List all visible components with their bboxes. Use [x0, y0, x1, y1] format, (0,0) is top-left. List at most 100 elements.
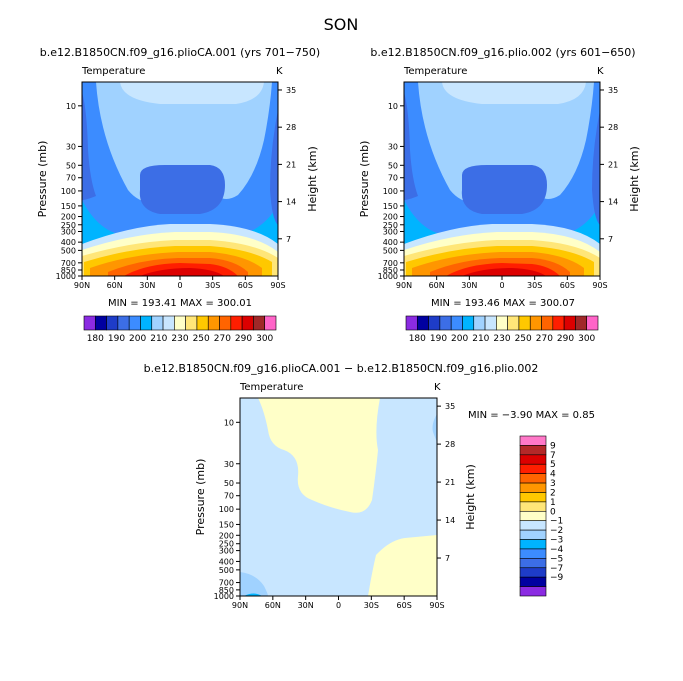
- pressure-tick-label: 1000: [378, 272, 398, 281]
- colorbar-swatch: [519, 558, 547, 569]
- pressure-tick-label: 50: [66, 161, 76, 170]
- colorbar-swatch: [450, 315, 463, 331]
- panel-1-colorbar: 180 190 200 210 230 250 270 290 300: [83, 315, 277, 344]
- pressure-tick-label: 500: [219, 566, 234, 575]
- colorbar-label: −9: [550, 573, 564, 583]
- pressure-tick-label: 250: [219, 540, 234, 549]
- pressure-tick-label: 100: [219, 505, 234, 514]
- pressure-tick-label: 200: [383, 213, 398, 222]
- colorbar-swatch: [519, 454, 547, 465]
- colorbar-swatch: [519, 435, 547, 446]
- height-tick-label: 35: [286, 86, 296, 95]
- colorbar-label: 0: [550, 507, 556, 517]
- colorbar-swatch: [94, 315, 107, 331]
- panel-3-right-label: K: [434, 382, 441, 393]
- colorbar-label: 290: [557, 334, 574, 344]
- pressure-tick-label: 300: [383, 228, 398, 237]
- colorbar-swatch: [151, 315, 164, 331]
- colorbar-label: −5: [550, 554, 563, 564]
- pressure-tick-label: 10: [66, 102, 76, 111]
- colorbar-swatch: [519, 473, 547, 484]
- panel-1: b.e12.B1850CN.f09_g16.plioCA.001 (yrs 70…: [36, 46, 320, 344]
- panel-3-stats: MIN = −3.90 MAX = 0.85: [468, 410, 595, 421]
- pressure-tick-label: 150: [219, 520, 234, 529]
- x-tick-label: 0: [499, 281, 504, 290]
- x-tick-label: 0: [336, 601, 341, 610]
- colorbar-label: 300: [256, 334, 273, 344]
- colorbar-label: 270: [536, 334, 553, 344]
- colorbar-swatch: [496, 315, 508, 331]
- height-tick-label: 21: [286, 160, 296, 169]
- pressure-tick-label: 700: [219, 579, 234, 588]
- colorbar-swatch: [462, 315, 475, 331]
- colorbar-label: 250: [193, 334, 210, 344]
- pressure-tick-label: 70: [388, 174, 398, 183]
- panel-2-ylabel: Pressure (mb): [358, 141, 371, 218]
- x-tick-label: 60N: [429, 281, 445, 290]
- pressure-tick-label: 500: [61, 246, 76, 255]
- colorbar-swatch: [519, 482, 547, 493]
- pressure-tick-label: 200: [61, 213, 76, 222]
- x-tick-label: 90N: [232, 601, 248, 610]
- colorbar-swatch: [264, 315, 277, 331]
- x-tick-label: 60S: [397, 601, 412, 610]
- colorbar-label: 5: [550, 460, 556, 470]
- colorbar-swatch: [519, 567, 547, 578]
- colorbar-label: 3: [550, 479, 556, 489]
- colorbar-label: 210: [472, 334, 489, 344]
- height-tick-label: 7: [445, 554, 450, 563]
- colorbar-swatch: [185, 315, 198, 331]
- x-tick-label: 30N: [298, 601, 314, 610]
- colorbar-label: 2: [550, 488, 556, 498]
- height-tick-label: 28: [286, 123, 296, 132]
- height-tick-label: 28: [445, 440, 455, 449]
- colorbar-swatch: [519, 463, 547, 474]
- panel-1-left-label: Temperature: [81, 66, 145, 77]
- colorbar-label: 9: [550, 441, 556, 451]
- panel-2-right-label: K: [597, 66, 604, 77]
- colorbar-swatch: [428, 315, 441, 331]
- height-tick-label: 21: [445, 478, 455, 487]
- panel-2-colorbar: 180 190 200 210 230 250 270 290 300: [405, 315, 599, 344]
- colorbar-label: 190: [430, 334, 447, 344]
- x-tick-label: 90S: [270, 281, 285, 290]
- colorbar-swatch: [117, 315, 130, 331]
- colorbar-swatch: [83, 315, 96, 331]
- pressure-tick-label: 1000: [56, 272, 76, 281]
- panel-2-title: b.e12.B1850CN.f09_g16.plio.002 (yrs 601−…: [370, 46, 635, 59]
- colorbar-label: 290: [235, 334, 252, 344]
- pressure-tick-label: 850: [383, 266, 398, 275]
- panel-2-contours: [404, 82, 600, 276]
- colorbar-swatch: [230, 315, 243, 331]
- x-tick-label: 60N: [265, 601, 281, 610]
- pressure-tick-label: 300: [219, 547, 234, 556]
- pressure-tick-label: 700: [61, 259, 76, 268]
- colorbar-swatch: [541, 315, 554, 331]
- height-tick-label: 7: [608, 235, 613, 244]
- panel-3-contours: [240, 398, 437, 596]
- panel-1-contours: [82, 82, 278, 276]
- x-tick-label: 30S: [527, 281, 542, 290]
- panel-1-title: b.e12.B1850CN.f09_g16.plioCA.001 (yrs 70…: [40, 46, 320, 59]
- colorbar-swatch: [253, 315, 266, 331]
- colorbar-swatch: [519, 539, 547, 550]
- colorbar-swatch: [563, 315, 576, 331]
- height-tick-label: 35: [608, 86, 618, 95]
- pressure-tick-label: 100: [383, 187, 398, 196]
- colorbar-swatch: [140, 315, 153, 331]
- colorbar-label: −1: [550, 517, 563, 527]
- pressure-tick-label: 30: [224, 460, 234, 469]
- x-tick-label: 90S: [592, 281, 607, 290]
- colorbar-label: 190: [108, 334, 125, 344]
- height-tick-label: 21: [608, 160, 618, 169]
- pressure-tick-label: 850: [219, 586, 234, 595]
- colorbar-label: 300: [578, 334, 595, 344]
- colorbar-label: 270: [214, 334, 231, 344]
- colorbar-swatch: [519, 510, 547, 522]
- colorbar-swatch: [128, 315, 141, 331]
- colorbar-label: 210: [150, 334, 167, 344]
- x-tick-label: 90N: [74, 281, 90, 290]
- pressure-tick-label: 30: [388, 142, 398, 151]
- colorbar-label: 200: [451, 334, 468, 344]
